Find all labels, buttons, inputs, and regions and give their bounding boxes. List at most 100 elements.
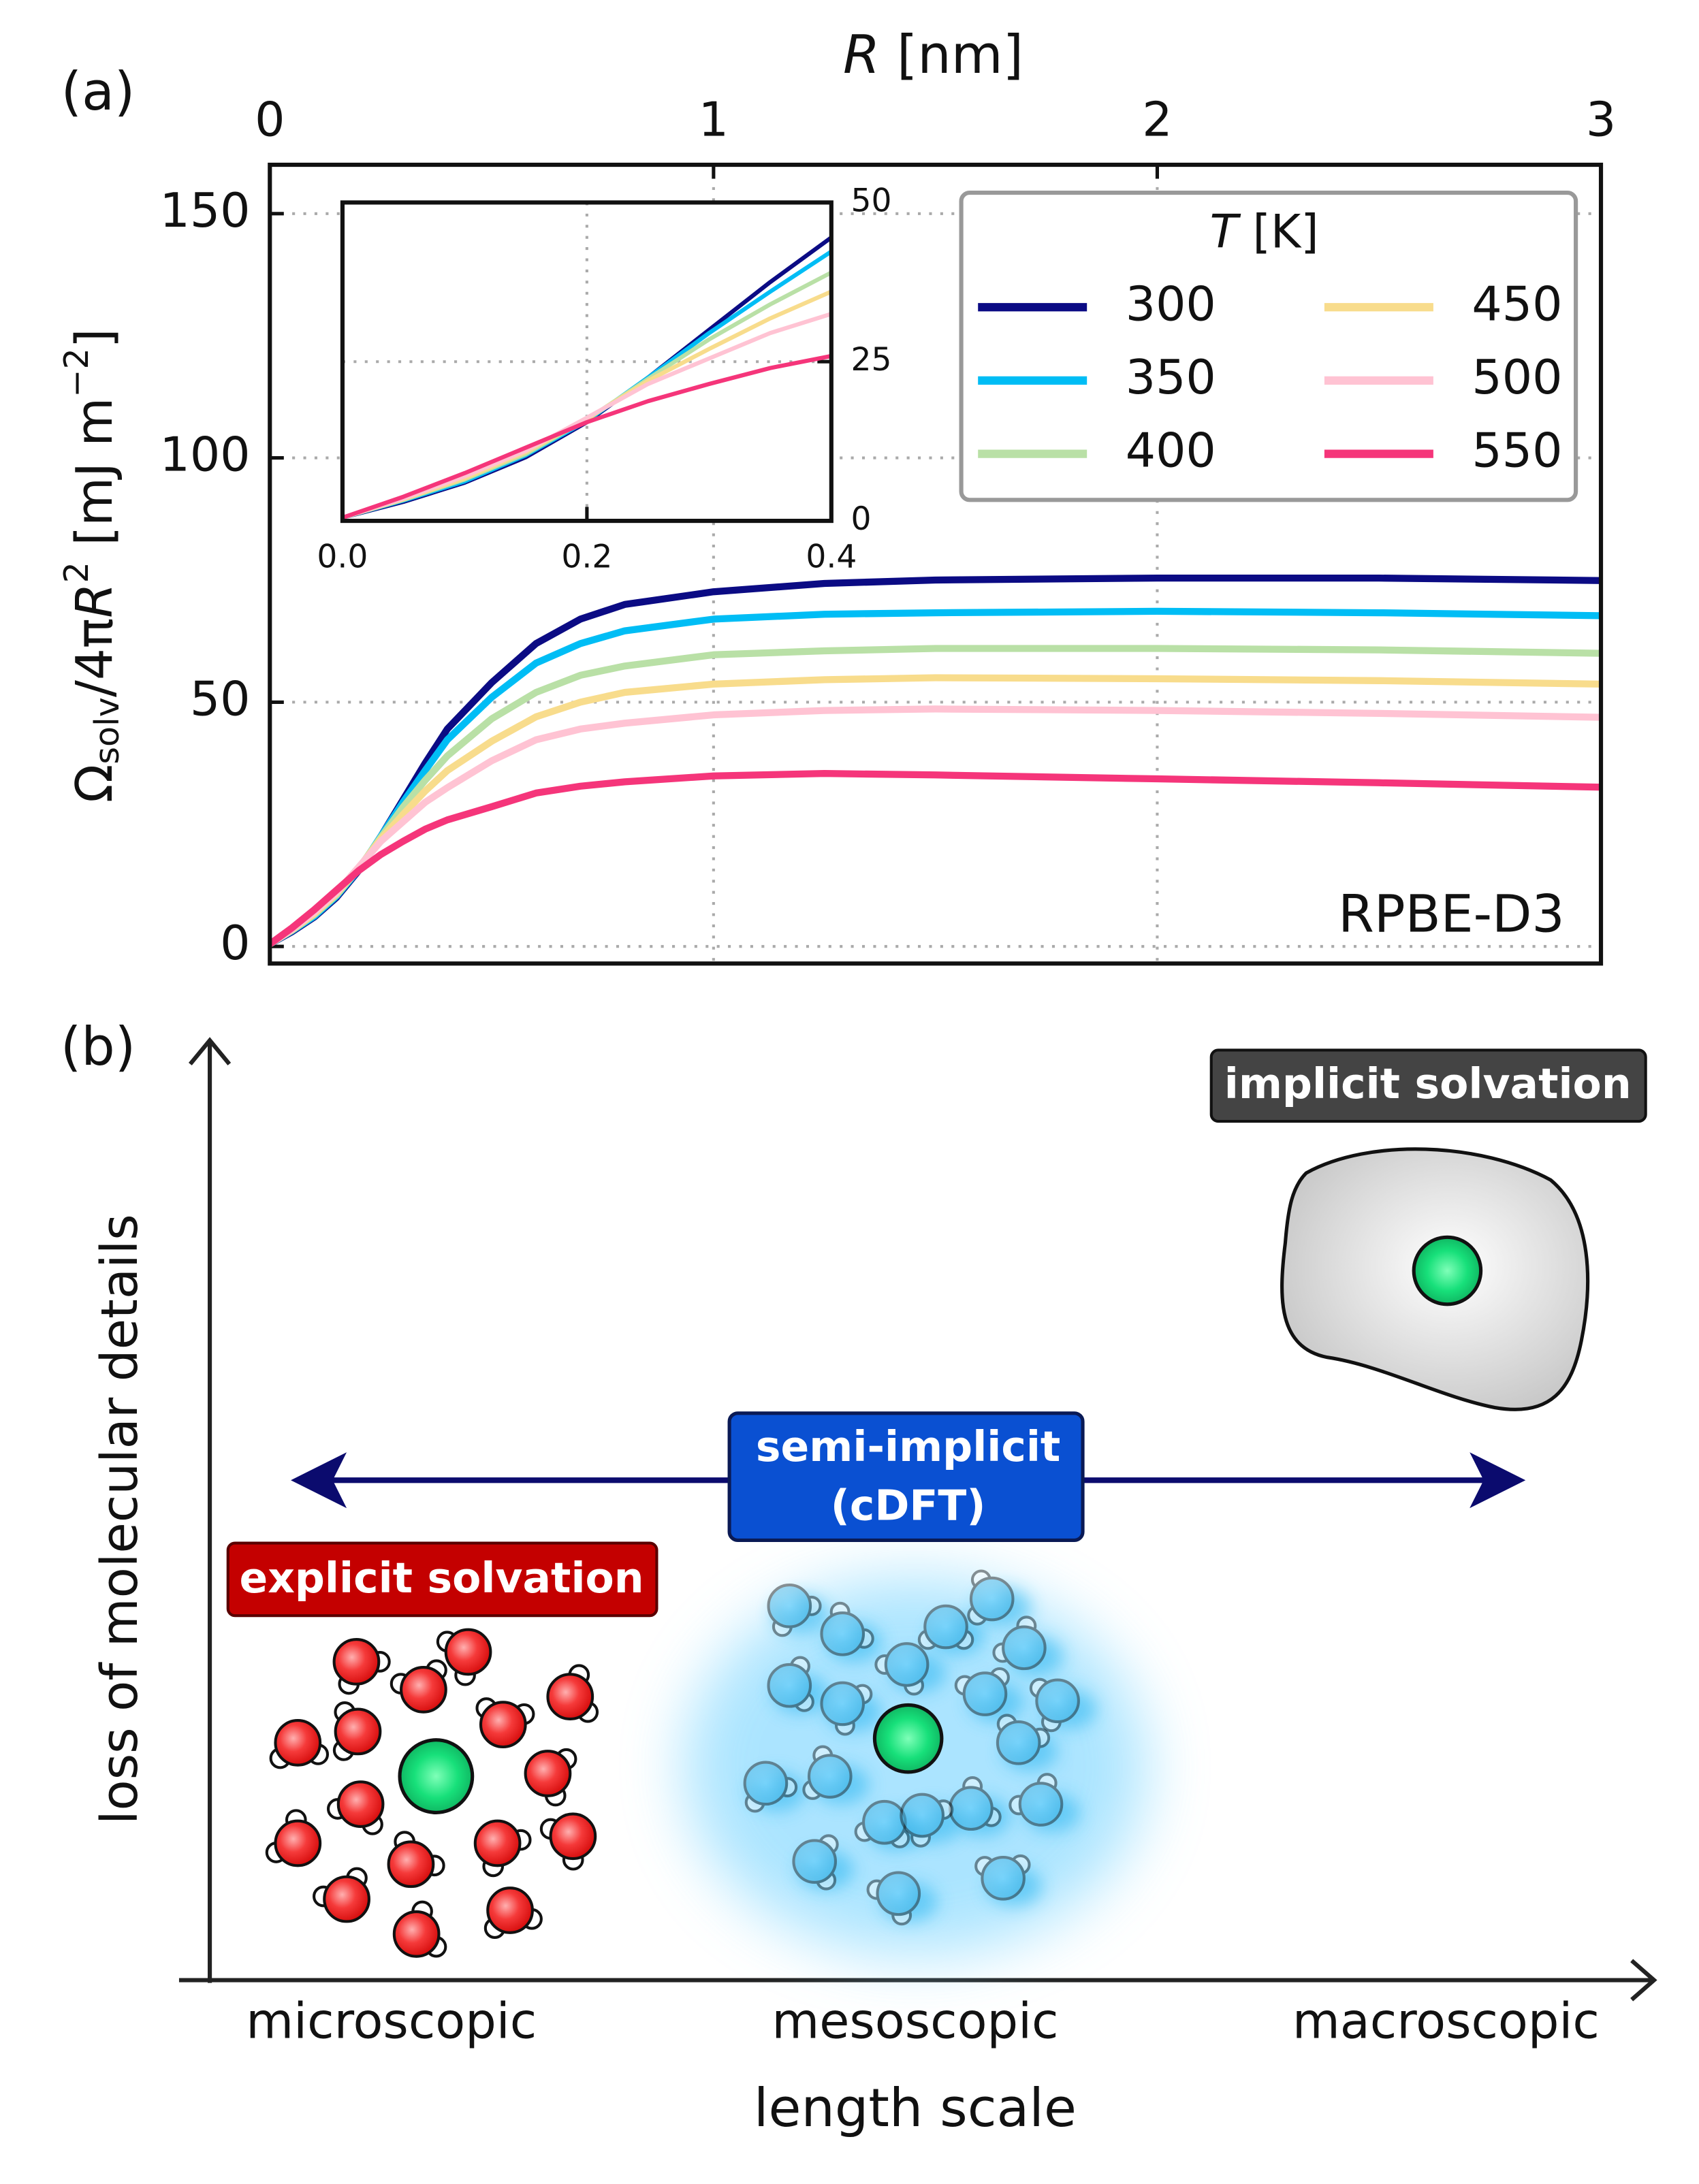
legend-label: 450 [1472,276,1562,332]
x-tick-label: 0.4 [806,538,857,575]
water-molecule [313,1867,370,1923]
y-label-part: Ω [65,765,124,803]
label-box [226,1541,658,1618]
panel-label: (a) [61,61,136,123]
scale-label: mesoscopic [772,1993,1058,2050]
y-tick-label: 150 [159,183,250,238]
water-molecule [392,1900,447,1958]
water-molecule [996,1714,1051,1765]
explicit-molecules [265,1628,599,1958]
water-molecule [473,1819,532,1878]
oxygen [1002,1625,1047,1671]
oxygen [479,1701,527,1749]
oxygen [792,1839,838,1884]
water-molecule [483,1886,543,1939]
y-label-part: R [65,583,124,617]
x-tick-label: 3 [1586,93,1616,148]
oxygen [400,1666,447,1714]
water-molecule [387,1831,445,1889]
oxygen [884,1642,930,1687]
oxygen [336,1780,385,1828]
y-label-part: ] [65,328,124,348]
oxygen [767,1584,812,1628]
series-line [342,311,831,520]
water-molecule [332,1638,391,1695]
oxygen [444,1628,492,1676]
water-molecule [1029,1677,1080,1733]
main-plot: 0 1 2 3 0 50 100 150 [159,93,1616,971]
plot-frame [268,162,1604,966]
diagram [178,1037,1657,2002]
y-tick-label: 0 [851,500,872,538]
legend-label: 350 [1126,350,1216,405]
oxygen [807,1754,853,1799]
arrow-head [188,1037,232,1065]
scale-label: macroscopic [1292,1993,1600,2050]
oxygen [820,1681,866,1727]
oxygen [546,1673,594,1721]
label-box [1209,1048,1647,1123]
water-molecule [802,1745,853,1800]
legend-title-part: T [1210,204,1241,258]
panel-label: (b) [61,1016,136,1078]
oxygen [323,1875,370,1923]
water-molecule [792,1834,839,1891]
water-molecule [546,1664,599,1723]
x-tick-label: 0.0 [317,538,368,575]
legend: 300 350 400 450 500 550 [978,276,1562,479]
legend-box [959,190,1578,502]
oxygen [820,1611,866,1656]
x-tick-label: 0 [255,93,285,148]
oxygen [743,1761,789,1806]
oxygen [549,1812,597,1861]
x-tick-label: 0.2 [561,538,612,575]
oxygen [274,1819,322,1867]
y-label-part: solv [87,697,127,765]
oxygen [1035,1678,1080,1724]
oxygen [981,1855,1026,1901]
box-label: semi-implicit [756,1422,1060,1471]
water-molecule [265,1809,322,1867]
oxygen [334,1707,382,1756]
solute [1412,1235,1483,1306]
y-tick-label: 100 [159,428,250,483]
oxygen [486,1886,534,1934]
water-molecule [327,1780,385,1835]
water-molecule [992,1616,1047,1671]
box-label: (cDFT) [831,1481,986,1530]
arrow-head [1630,1959,1657,2002]
water-molecule [900,1793,954,1848]
oxygen [861,1799,907,1845]
arrow-head [1470,1452,1526,1509]
legend-label: 300 [1126,276,1216,332]
legend-label: 400 [1126,423,1216,479]
oxygen [274,1718,322,1767]
water-molecule [767,1584,822,1637]
box-label: explicit solvation [240,1554,644,1603]
oxygen [524,1750,572,1797]
oxygen [969,1576,1015,1622]
annotation: RPBE-D3 [1338,884,1565,944]
y-axis-label: Ωsolv/4πR2 [mJ m−2] [57,328,127,803]
oxygen [900,1793,944,1838]
water-molecule [767,1656,814,1712]
water-molecule [917,1604,974,1650]
legend-label: 550 [1472,423,1562,479]
water-molecule [967,1569,1015,1626]
water-molecule [524,1748,577,1807]
y-axis-label: loss of molecular details [91,1214,149,1825]
water-molecule [949,1776,1002,1831]
oxygen [996,1720,1041,1765]
x-tick-label: 1 [699,93,729,148]
legend-title-part: [K] [1238,204,1319,258]
oxygen [387,1840,435,1889]
inset-frame [340,200,833,524]
series-line [342,353,831,520]
legend-title: T [K] [1210,204,1319,258]
oxygen [767,1663,812,1708]
box-label: implicit solvation [1224,1059,1632,1108]
water-molecule [866,1871,921,1926]
y-label-part: −2 [57,348,96,398]
water-molecule [854,1799,910,1848]
